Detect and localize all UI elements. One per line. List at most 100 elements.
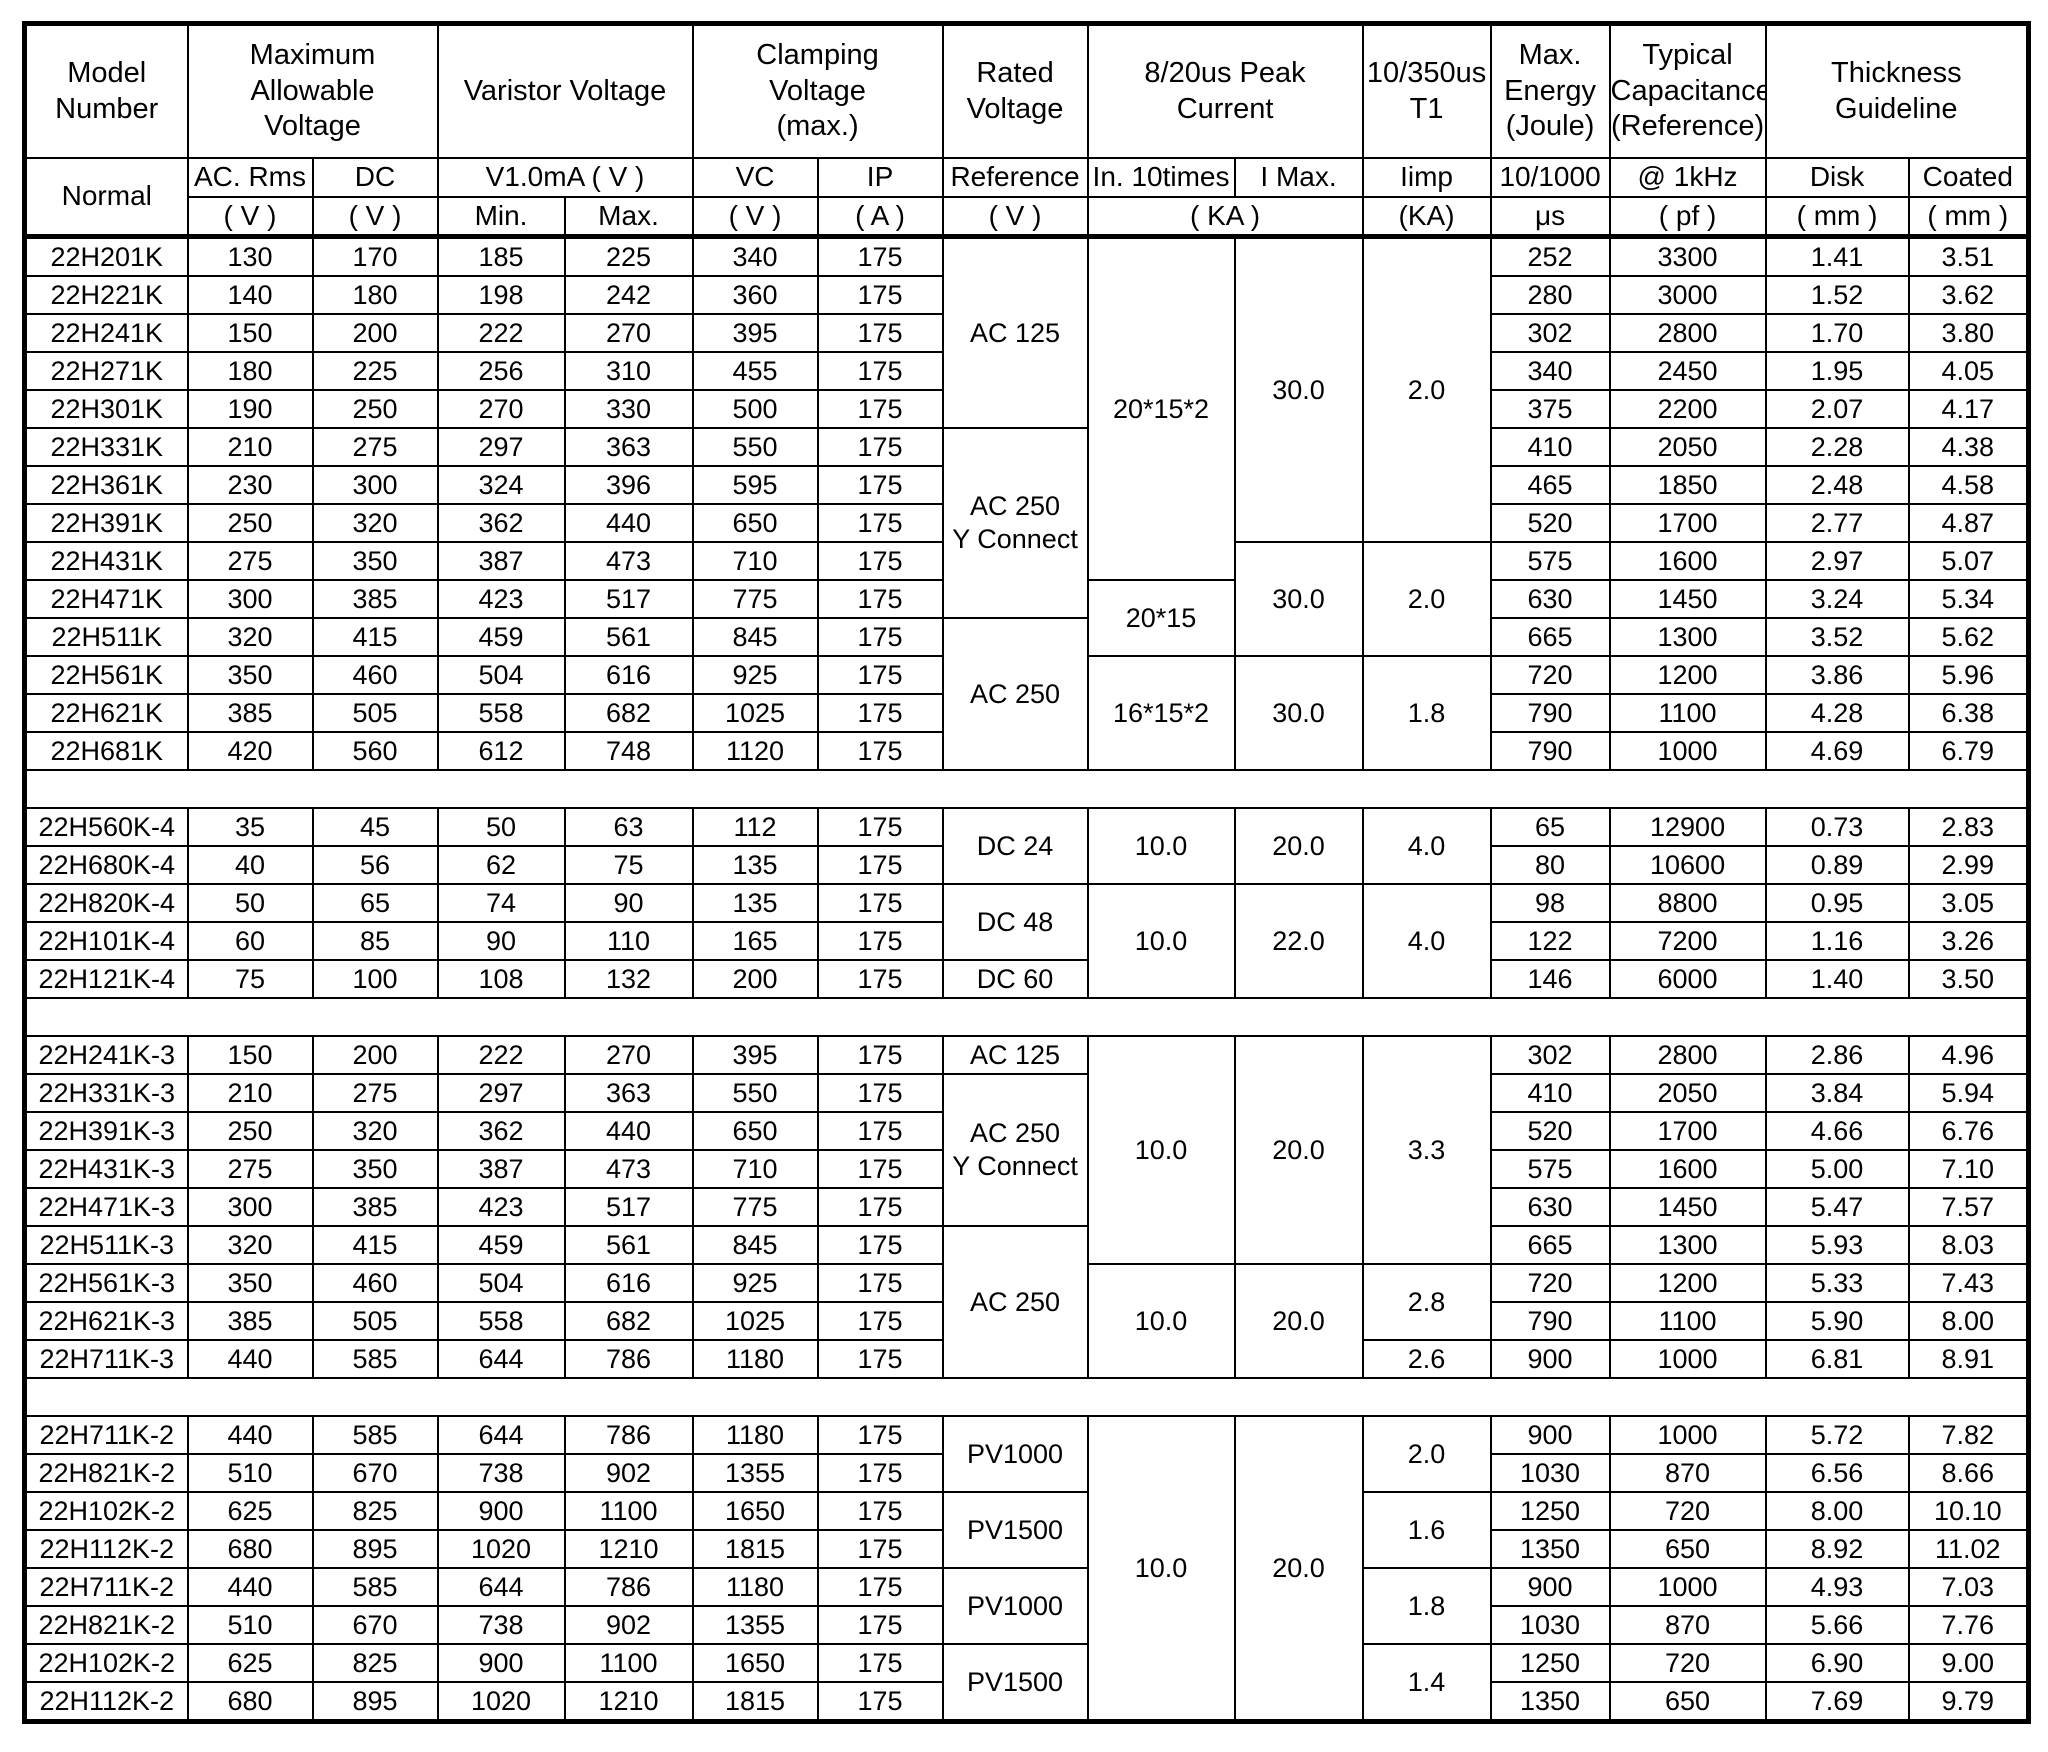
varistor-min-cell: 362: [436, 1111, 566, 1151]
max-energy-cell: 1350: [1489, 1529, 1611, 1569]
varistor-min-cell: 387: [436, 541, 566, 581]
dc-cell: 320: [311, 1111, 439, 1151]
model-cell: 22H391K: [23, 503, 189, 543]
max-energy-cell: 302: [1489, 1035, 1611, 1075]
model-cell: 22H681K: [23, 731, 189, 771]
thickness-coated-cell: 3.80: [1907, 313, 2030, 353]
thickness-disk-cell: 4.69: [1764, 731, 1910, 771]
max-energy-cell: 465: [1489, 465, 1611, 505]
clamping-ip-cell: 175: [816, 1149, 944, 1189]
header-thickness-disk-cell: Disk: [1764, 157, 1910, 198]
varistor-max-cell: 270: [563, 1035, 694, 1075]
iimp-cell: 1.8: [1361, 1567, 1492, 1645]
ac-rms-cell: 180: [186, 351, 314, 391]
ac-rms-cell: 275: [186, 1149, 314, 1189]
varistor-max-cell: 1210: [563, 1681, 694, 1723]
ac-rms-cell: 210: [186, 1073, 314, 1113]
clamping-ip-cell: 175: [816, 503, 944, 543]
ac-rms-cell: 230: [186, 465, 314, 505]
varistor-max-cell: 1210: [563, 1529, 694, 1569]
dc-cell: 460: [311, 655, 439, 695]
model-cell: 22H821K-2: [23, 1453, 189, 1493]
max-energy-cell: 900: [1489, 1415, 1611, 1455]
header-varistor-max-cell: Max.: [563, 196, 694, 238]
clamping-vc-cell: 1180: [691, 1415, 819, 1455]
clamping-vc-cell: 340: [691, 235, 819, 277]
thickness-disk-cell: 4.28: [1764, 693, 1910, 733]
model-cell: 22H112K-2: [23, 1529, 189, 1569]
thickness-disk-cell: 5.93: [1764, 1225, 1910, 1265]
header-varistor-min-cell: Varistor Voltage: [436, 22, 694, 159]
thickness-coated-cell: 8.03: [1907, 1225, 2030, 1265]
varistor-max-cell: 682: [563, 1301, 694, 1341]
header-clamping-vc-cell: ( V ): [691, 196, 819, 238]
capacitance-cell: 1600: [1608, 1149, 1767, 1189]
ac-rms-cell: 510: [186, 1453, 314, 1493]
clamping-vc-cell: 1120: [691, 731, 819, 771]
rated-voltage-cell: PV1000: [941, 1415, 1089, 1493]
header-model-cell: Normal: [23, 157, 189, 238]
ac-rms-cell: 140: [186, 275, 314, 315]
clamping-vc-cell: 1815: [691, 1681, 819, 1723]
varistor-min-cell: 362: [436, 503, 566, 543]
header-varistor-min-cell: Min.: [436, 196, 566, 238]
varistor-min-cell: 222: [436, 313, 566, 353]
header-dc-cell: DC: [311, 157, 439, 198]
thickness-disk-cell: 6.90: [1764, 1643, 1910, 1683]
varistor-min-cell: 504: [436, 1263, 566, 1303]
model-cell: 22H560K-4: [23, 807, 189, 847]
thickness-coated-cell: 5.07: [1907, 541, 2030, 581]
thickness-disk-cell: 0.73: [1764, 807, 1910, 847]
capacitance-cell: 1000: [1608, 1339, 1767, 1379]
header-rated-voltage-cell: Rated Voltage: [941, 22, 1089, 159]
clamping-vc-cell: 1025: [691, 1301, 819, 1341]
varistor-min-cell: 62: [436, 845, 566, 885]
max-energy-cell: 575: [1489, 541, 1611, 581]
max-energy-cell: 720: [1489, 1263, 1611, 1303]
ac-rms-cell: 625: [186, 1491, 314, 1531]
clamping-vc-cell: 710: [691, 541, 819, 581]
varistor-max-cell: 902: [563, 1605, 694, 1645]
clamping-ip-cell: 175: [816, 1073, 944, 1113]
thickness-coated-cell: 2.83: [1907, 807, 2030, 847]
varistor-max-cell: 132: [563, 959, 694, 999]
varistor-min-cell: 222: [436, 1035, 566, 1075]
thickness-coated-cell: 9.00: [1907, 1643, 2030, 1683]
ac-rms-cell: 210: [186, 427, 314, 467]
varistor-max-cell: 363: [563, 1073, 694, 1113]
model-cell: 22H561K: [23, 655, 189, 695]
thickness-coated-cell: 5.96: [1907, 655, 2030, 695]
thickness-disk-cell: 1.16: [1764, 921, 1910, 961]
header-in-10times-cell: 8/20us Peak Current: [1086, 22, 1364, 159]
clamping-vc-cell: 1180: [691, 1567, 819, 1607]
thickness-disk-cell: 6.56: [1764, 1453, 1910, 1493]
rated-voltage-cell: AC 125: [941, 235, 1089, 429]
header-thickness-coated-cell: Coated: [1907, 157, 2030, 198]
max-energy-cell: 80: [1489, 845, 1611, 885]
dc-cell: 225: [311, 351, 439, 391]
clamping-ip-cell: 175: [816, 845, 944, 885]
thickness-coated-cell: 6.38: [1907, 693, 2030, 733]
header-i-max-cell: I Max.: [1233, 157, 1364, 198]
varistor-max-cell: 561: [563, 1225, 694, 1265]
clamping-ip-cell: 175: [816, 427, 944, 467]
ac-rms-cell: 320: [186, 617, 314, 657]
header-clamping-ip-cell: ( A ): [816, 196, 944, 238]
capacitance-cell: 1000: [1608, 1415, 1767, 1455]
clamping-vc-cell: 165: [691, 921, 819, 961]
varistor-min-cell: 297: [436, 427, 566, 467]
dc-cell: 895: [311, 1681, 439, 1723]
clamping-vc-cell: 1650: [691, 1643, 819, 1683]
thickness-coated-cell: 3.50: [1907, 959, 2030, 999]
max-energy-cell: 630: [1489, 1187, 1611, 1227]
ac-rms-cell: 250: [186, 503, 314, 543]
i-max-cell: 22.0: [1233, 883, 1364, 999]
rated-voltage-cell: PV1000: [941, 1567, 1089, 1645]
clamping-vc-cell: 845: [691, 1225, 819, 1265]
clamping-vc-cell: 455: [691, 351, 819, 391]
clamping-ip-cell: 175: [816, 579, 944, 619]
thickness-coated-cell: 5.94: [1907, 1073, 2030, 1113]
varistor-max-cell: 561: [563, 617, 694, 657]
max-energy-cell: 720: [1489, 655, 1611, 695]
capacitance-cell: 2800: [1608, 313, 1767, 353]
